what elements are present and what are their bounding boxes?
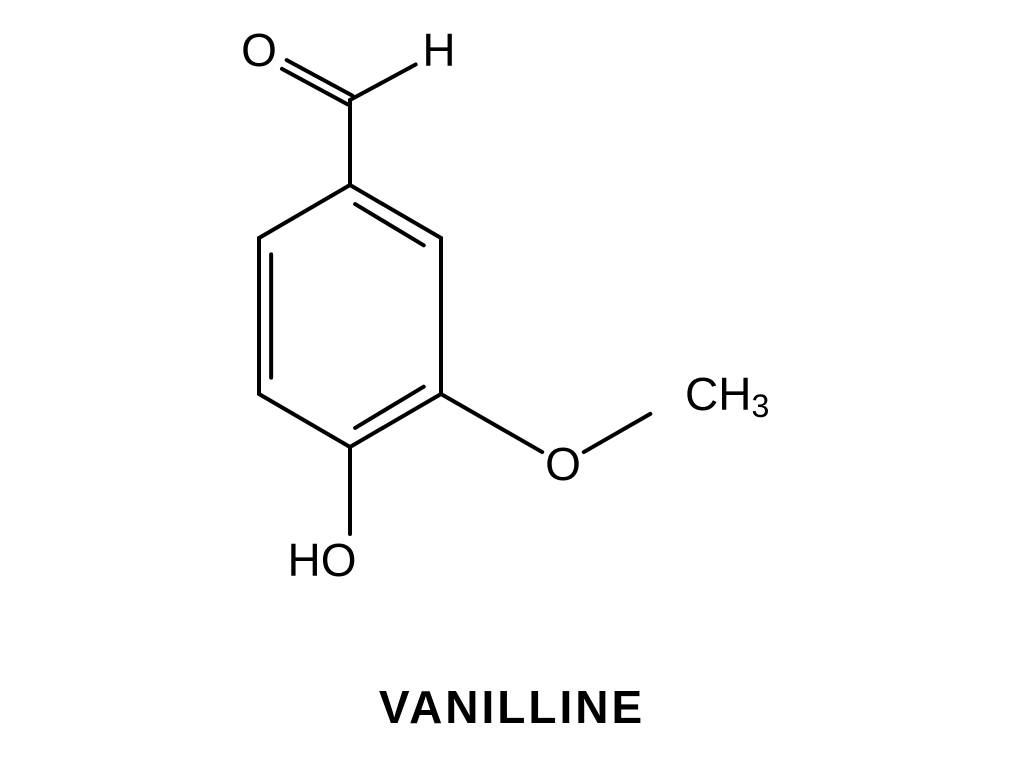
svg-text:CH3: CH3 bbox=[685, 368, 769, 423]
svg-text:O: O bbox=[545, 438, 581, 490]
svg-text:HO: HO bbox=[288, 534, 357, 586]
compound-name: VANILLINE bbox=[0, 680, 1024, 734]
molecule-svg: OHOCH3HO bbox=[0, 0, 1024, 768]
svg-text:H: H bbox=[422, 24, 455, 76]
svg-text:O: O bbox=[241, 24, 277, 76]
